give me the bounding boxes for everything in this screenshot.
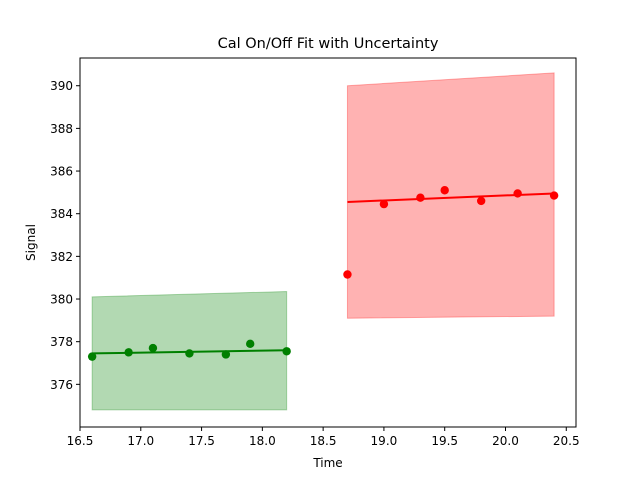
data-point — [343, 270, 352, 279]
data-point — [245, 339, 255, 349]
x-tick-label: 20.5 — [553, 434, 580, 448]
x-tick-label: 17.0 — [127, 434, 154, 448]
data-point — [513, 189, 522, 198]
data-points — [87, 186, 559, 361]
x-tick-label: 16.5 — [67, 434, 94, 448]
data-point — [379, 199, 389, 209]
y-axis: 376 378 380 382 384 386 388 390 — [50, 79, 80, 392]
data-point — [221, 350, 231, 359]
y-tick-label: 388 — [50, 122, 73, 136]
y-tick-label: 384 — [50, 207, 73, 221]
y-tick-label: 382 — [50, 250, 73, 264]
y-tick-label: 386 — [50, 165, 73, 179]
plot-frame — [79, 57, 577, 428]
data-point — [440, 186, 449, 195]
data-point — [87, 352, 97, 361]
uncertainty-band-1 — [346, 72, 555, 319]
chart-title: Cal On/Off Fit with Uncertainty — [218, 36, 439, 52]
data-point — [185, 349, 194, 358]
x-tick-label: 18.5 — [310, 434, 337, 448]
y-tick-label: 378 — [50, 335, 73, 349]
data-point — [549, 191, 559, 200]
x-tick-label: 18.0 — [249, 434, 276, 448]
data-point — [416, 193, 425, 202]
x-tick-label: 17.5 — [188, 434, 215, 448]
y-tick-label: 376 — [50, 378, 73, 392]
y-tick-label: 380 — [50, 293, 73, 307]
data-point — [148, 343, 158, 353]
data-point — [282, 347, 291, 356]
x-axis: 16.5 17.0 17.5 18.0 18.5 19.0 19.5 20.0 20.5 — [67, 427, 580, 448]
x-axis-label: Time — [312, 456, 342, 470]
y-axis-label: Signal — [24, 224, 38, 261]
x-tick-label: 19.5 — [431, 434, 458, 448]
x-tick-label: 19.0 — [371, 434, 398, 448]
data-point — [476, 196, 486, 206]
data-point — [124, 348, 133, 357]
x-tick-label: 20.0 — [492, 434, 519, 448]
y-tick-label: 390 — [50, 79, 73, 93]
